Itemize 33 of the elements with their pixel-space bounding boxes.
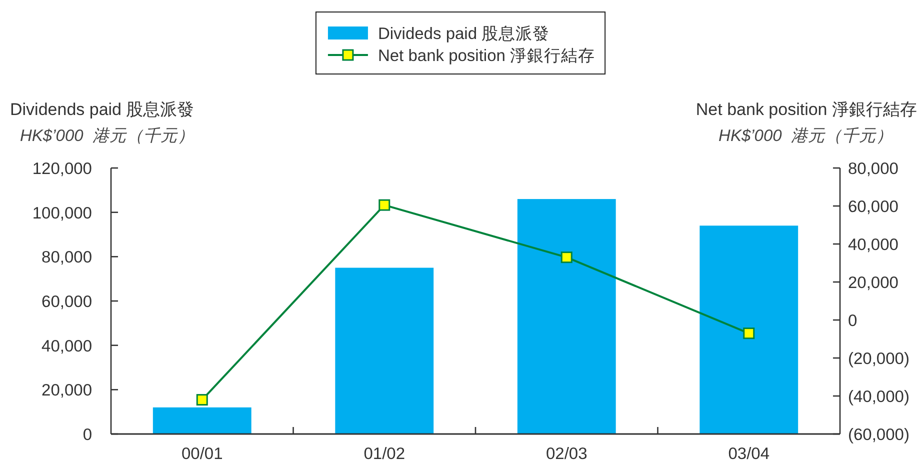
point — [743, 328, 755, 340]
y-tick-label: 40,000 — [42, 337, 92, 356]
text: HK$’000 港元（千元） — [718, 127, 893, 145]
bar — [700, 226, 798, 434]
x-tick-label: 03/04 — [728, 445, 770, 463]
y2-tick-label: 20,000 — [848, 274, 898, 292]
text: HK$’000 港元（千元） — [20, 127, 194, 145]
point — [196, 394, 208, 406]
y-tick-label: 0 — [82, 426, 92, 444]
x-tick-label: 01/02 — [364, 445, 406, 463]
y2-tick-label: (20,000) — [848, 350, 910, 368]
y2-tick-label: 60,000 — [848, 198, 898, 216]
x-tick-label: 00/01 — [181, 445, 223, 463]
y-tick-label: 60,000 — [42, 293, 92, 311]
y-tick-label: 120,000 — [32, 160, 92, 178]
point — [378, 199, 390, 211]
y-axis-title: Dividends paid 股息派發 — [10, 100, 194, 119]
y-tick-label: 20,000 — [42, 382, 92, 400]
legend-label: Net bank position 淨銀行結存 — [378, 47, 596, 65]
y2-tick-label: 80,000 — [848, 160, 898, 178]
bar — [517, 199, 616, 434]
y2-tick-label: 0 — [848, 312, 858, 330]
y2-tick-label: (60,000) — [848, 426, 910, 444]
y-tick-label: 80,000 — [42, 248, 92, 267]
y-tick-label: 100,000 — [32, 204, 92, 222]
bar — [152, 407, 252, 434]
y2-tick-label: 40,000 — [848, 236, 898, 254]
x-tick-label: 02/03 — [546, 445, 588, 463]
point — [560, 252, 572, 264]
y2-axis-title: Net bank position 淨銀行結存 — [696, 100, 917, 119]
y2-tick-label: (40,000) — [848, 388, 910, 406]
bar — [335, 268, 434, 434]
legend-label: Divideds paid 股息派發 — [378, 24, 550, 43]
